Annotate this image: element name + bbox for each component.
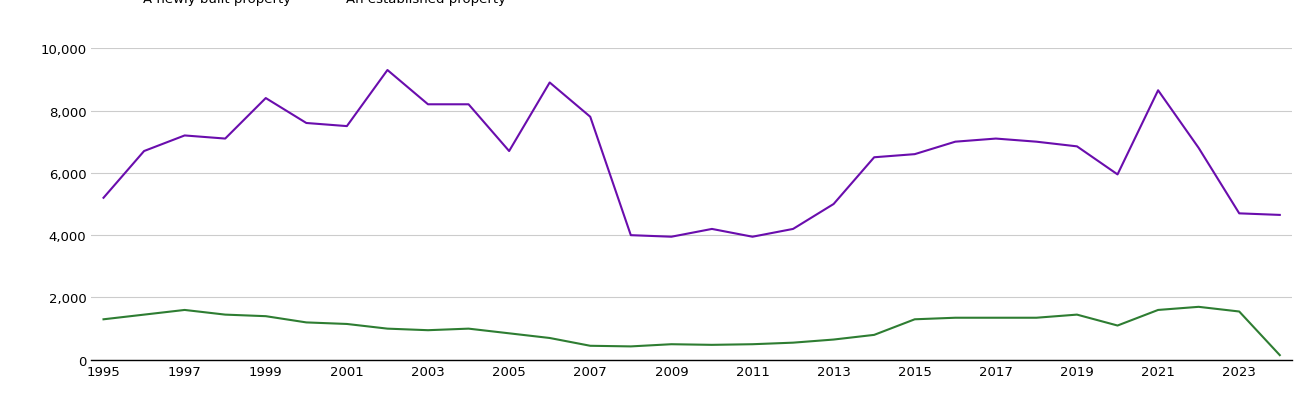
A newly built property [339, 322, 355, 327]
An established property [907, 152, 923, 157]
A newly built property [1191, 305, 1207, 310]
An established property [258, 97, 274, 101]
A newly built property [420, 328, 436, 333]
A newly built property [867, 333, 882, 337]
A newly built property [299, 320, 315, 325]
An established property [622, 233, 638, 238]
An established property [176, 134, 192, 139]
An established property [542, 81, 557, 86]
An established property [582, 115, 598, 120]
An established property [218, 137, 234, 142]
A newly built property [826, 337, 842, 342]
A newly built property [501, 331, 517, 336]
A newly built property [705, 343, 720, 348]
An established property [299, 121, 315, 126]
Legend: A newly built property, An established property: A newly built property, An established p… [98, 0, 512, 11]
A newly built property [1272, 353, 1288, 358]
A newly built property [582, 344, 598, 348]
An established property [1028, 140, 1044, 145]
A newly built property [258, 314, 274, 319]
An established property [745, 235, 761, 240]
An established property [988, 137, 1004, 142]
An established property [705, 227, 720, 232]
A newly built property [1069, 312, 1084, 317]
A newly built property [461, 326, 476, 331]
An established property [1232, 211, 1248, 216]
An established property [826, 202, 842, 207]
A newly built property [988, 315, 1004, 320]
An established property [1191, 146, 1207, 151]
An established property [786, 227, 801, 232]
A newly built property [176, 308, 192, 312]
An established property [947, 140, 963, 145]
An established property [461, 103, 476, 108]
A newly built property [136, 312, 151, 317]
An established property [420, 103, 436, 108]
A newly built property [786, 340, 801, 345]
An established property [1109, 173, 1125, 178]
A newly built property [907, 317, 923, 322]
A newly built property [1028, 315, 1044, 320]
A newly built property [663, 342, 679, 347]
A newly built property [542, 336, 557, 341]
An established property [380, 68, 395, 73]
A newly built property [380, 326, 395, 331]
A newly built property [1109, 323, 1125, 328]
An established property [136, 149, 151, 154]
A newly built property [947, 315, 963, 320]
Line: An established property: An established property [103, 71, 1280, 237]
A newly built property [218, 312, 234, 317]
An established property [95, 196, 111, 201]
An established property [1150, 89, 1165, 94]
An established property [867, 155, 882, 160]
An established property [339, 124, 355, 129]
An established property [501, 149, 517, 154]
An established property [1272, 213, 1288, 218]
A newly built property [95, 317, 111, 322]
An established property [1069, 144, 1084, 149]
A newly built property [1150, 308, 1165, 312]
Line: A newly built property: A newly built property [103, 307, 1280, 355]
A newly built property [1232, 309, 1248, 314]
A newly built property [745, 342, 761, 347]
An established property [663, 235, 679, 240]
A newly built property [622, 344, 638, 349]
